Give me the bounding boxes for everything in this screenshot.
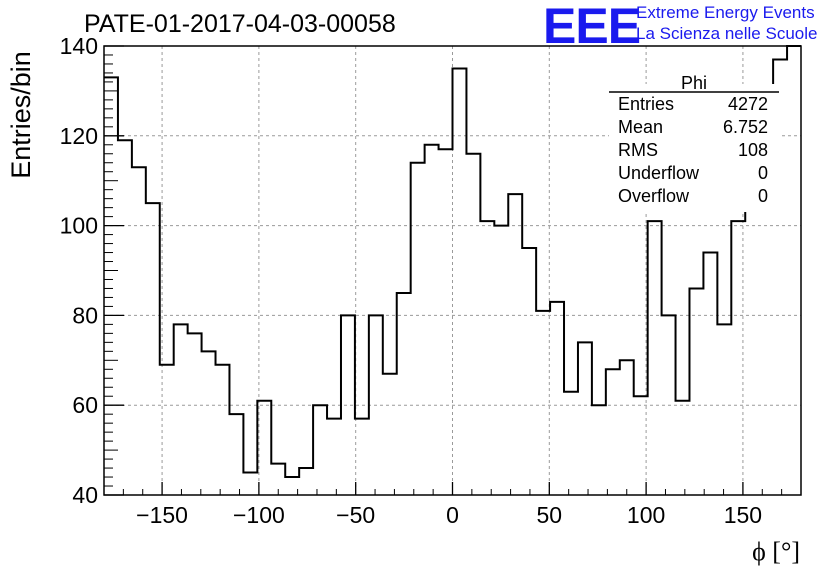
x-tick-label: 150 — [724, 502, 762, 528]
histogram-bin — [466, 154, 480, 495]
y-tick-label: 40 — [72, 482, 98, 508]
histogram-bin — [439, 149, 453, 495]
histogram-bin — [327, 419, 341, 495]
histogram-bin — [355, 419, 369, 495]
histogram-bin — [313, 405, 327, 495]
histogram-bin — [188, 333, 202, 495]
histogram-bin — [132, 167, 146, 495]
histogram-bin — [536, 311, 550, 495]
histogram-bin — [146, 203, 160, 495]
stats-label: Underflow — [618, 163, 700, 183]
histogram-bin — [592, 405, 606, 495]
histogram-bin — [118, 140, 132, 495]
histogram-bin — [494, 226, 508, 495]
histogram-bin — [453, 68, 467, 495]
histogram-bin — [285, 477, 299, 495]
histogram-bin — [662, 315, 676, 495]
stats-label: RMS — [618, 140, 658, 160]
histogram-bin — [202, 351, 216, 495]
histogram-bin — [703, 253, 717, 495]
histogram-bin — [550, 302, 564, 495]
x-tick-label: 0 — [446, 502, 459, 528]
x-tick-label: −50 — [336, 502, 375, 528]
histogram-bin — [564, 392, 578, 495]
histogram-bin — [160, 365, 174, 495]
x-tick-label: −150 — [136, 502, 188, 528]
logo-tagline-2: La Scienza nelle Scuole — [636, 24, 818, 43]
histogram-bin — [745, 199, 759, 495]
histogram-bin — [383, 374, 397, 495]
histogram-bin — [480, 221, 494, 495]
histogram-bin — [397, 293, 411, 495]
y-tick-label: 60 — [72, 392, 98, 418]
histogram-bin — [620, 360, 634, 495]
x-axis-label: ϕ [°] — [752, 537, 800, 566]
histogram-bin — [299, 468, 313, 495]
stats-value: 0 — [758, 163, 768, 183]
histogram-bin — [369, 315, 383, 495]
stats-label: Mean — [618, 117, 663, 137]
x-tick-label: 50 — [537, 502, 563, 528]
histogram-bin — [243, 473, 257, 495]
y-tick-label: 80 — [72, 302, 98, 328]
stats-label: Entries — [618, 94, 674, 114]
stats-value: 6.752 — [723, 117, 768, 137]
stats-value: 4272 — [728, 94, 768, 114]
y-tick-label: 120 — [60, 123, 98, 149]
x-tick-label: 100 — [627, 502, 665, 528]
x-tick-label: −100 — [233, 502, 285, 528]
stats-label: Overflow — [618, 186, 690, 206]
histogram-bin — [731, 221, 745, 495]
eee-logo: EEE — [543, 0, 641, 54]
histogram-bin — [787, 46, 801, 495]
stats-value: 0 — [758, 186, 768, 206]
axis-tick-labels: −150 −100 −50 0 50 100 150 40 60 80 100 120 140 — [60, 33, 762, 528]
stats-box: Phi Entries 4272 Mean 6.752 RMS 108 Underflow 0… — [609, 73, 779, 212]
histogram-bin — [578, 342, 592, 495]
histogram-bin — [508, 194, 522, 495]
y-axis-label: Entries/bin — [6, 51, 36, 179]
axis-ticks — [104, 45, 802, 496]
histogram-bin — [216, 365, 230, 495]
chart-title: PATE-01-2017-04-03-00058 — [84, 10, 396, 38]
histogram-bin — [341, 315, 355, 495]
histogram-bin — [257, 401, 271, 495]
stats-value: 108 — [738, 140, 768, 160]
histogram-bin — [229, 414, 243, 495]
y-tick-label: 140 — [60, 33, 98, 59]
histogram-bin — [717, 324, 731, 495]
histogram-bin — [425, 145, 439, 495]
histogram-outline — [104, 45, 801, 479]
histogram-bin — [676, 401, 690, 495]
logo-tagline-1: Extreme Energy Events — [636, 3, 815, 22]
histogram-bin — [522, 248, 536, 495]
histogram-bins — [104, 45, 801, 495]
histogram-bin — [174, 324, 188, 495]
stats-title: Phi — [681, 73, 707, 93]
histogram-bin — [411, 163, 425, 495]
histogram-bin — [648, 221, 662, 495]
histogram-bin — [606, 369, 620, 495]
histogram-bin — [634, 396, 648, 495]
y-tick-label: 100 — [60, 213, 98, 239]
histogram-bin — [689, 288, 703, 495]
